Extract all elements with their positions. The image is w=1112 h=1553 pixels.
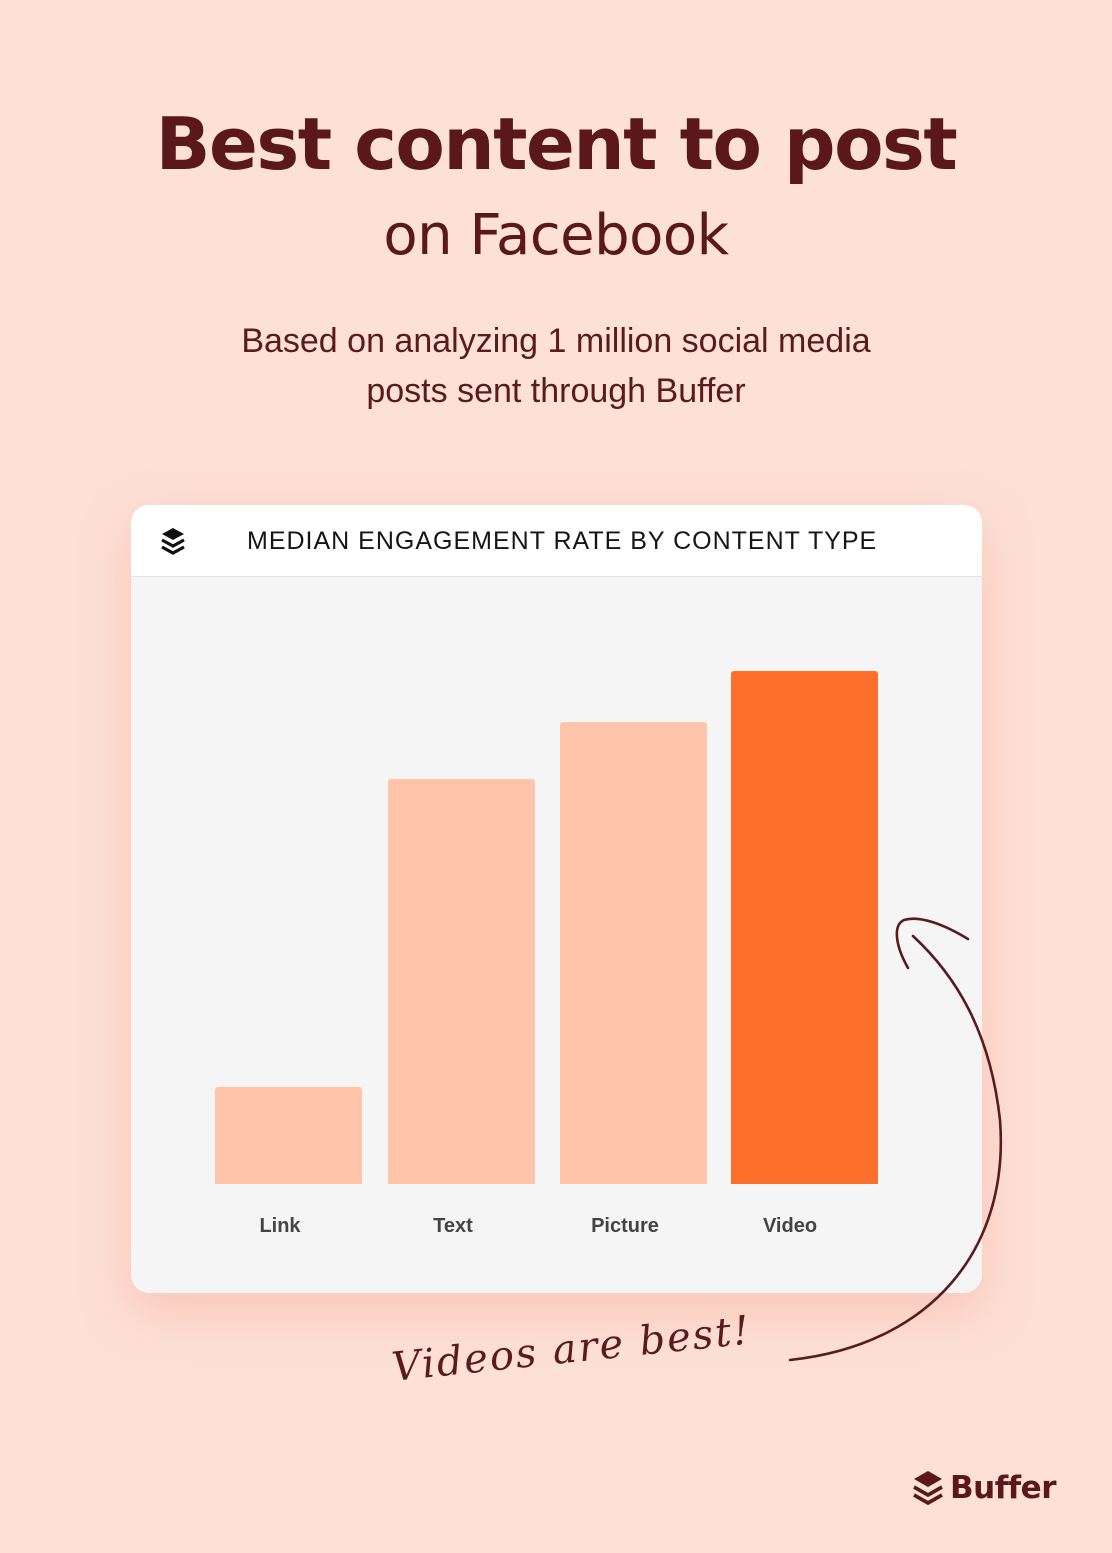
x-axis-label-text: Text [433, 1215, 473, 1237]
buffer-logo: Buffer [912, 1468, 1056, 1508]
bar-link [215, 1087, 362, 1184]
bar-video [731, 671, 878, 1184]
annotation-text: Videos are best! [389, 1307, 754, 1391]
buffer-layers-icon [161, 528, 185, 555]
bar-picture [560, 722, 707, 1184]
x-axis-label-picture: Picture [591, 1215, 659, 1237]
page-title-line2: on Facebook [383, 203, 729, 268]
subtitle: Based on analyzing 1 million social medi… [0, 316, 1112, 416]
subtitle-line2: posts sent through Buffer [366, 372, 746, 410]
subtitle-line1: Based on analyzing 1 million social medi… [241, 322, 871, 360]
chart-card: MEDIAN ENGAGEMENT RATE BY CONTENT TYPE L… [131, 505, 982, 1293]
bar-text [388, 779, 535, 1184]
buffer-layers-icon [913, 1471, 943, 1506]
page-title: Best content to post [155, 102, 958, 186]
chart-title: MEDIAN ENGAGEMENT RATE BY CONTENT TYPE [247, 527, 878, 555]
x-axis-label-link: Link [259, 1215, 301, 1237]
chart-card-header: MEDIAN ENGAGEMENT RATE BY CONTENT TYPE [131, 505, 982, 577]
x-axis-label-video: Video [762, 1215, 818, 1237]
brand-name: Buffer [950, 1470, 1056, 1506]
